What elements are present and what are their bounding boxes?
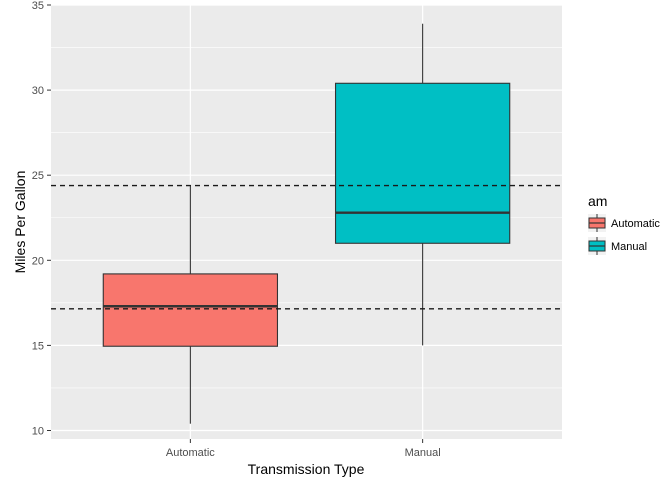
y-tick-label: 30: [32, 85, 44, 97]
y-tick-label: 15: [32, 340, 44, 352]
legend-label: Manual: [611, 241, 647, 253]
y-tick-label: 10: [32, 425, 44, 437]
boxes-layer: [102, 23, 511, 424]
legend-item-automatic: Automatic: [588, 214, 660, 232]
box-manual: [334, 82, 511, 244]
reference-lines: [51, 184, 562, 310]
y-axis: 10 15 20 25 30 35: [32, 0, 51, 437]
legend: am Automatic Manual: [588, 193, 660, 255]
x-tick-label: Manual: [405, 447, 441, 459]
x-axis: Automatic Manual: [166, 439, 441, 459]
y-tick-label: 25: [32, 170, 44, 182]
y-axis-title: Miles Per Gallon: [12, 171, 28, 274]
legend-title: am: [588, 193, 607, 209]
x-axis-title: Transmission Type: [248, 461, 365, 477]
y-tick-label: 20: [32, 255, 44, 267]
legend-label: Automatic: [611, 218, 660, 230]
y-tick-label: 35: [32, 0, 44, 12]
box-automatic: [102, 273, 279, 347]
legend-entries: Automatic Manual: [588, 214, 660, 255]
legend-item-manual: Manual: [588, 237, 647, 255]
x-tick-label: Automatic: [166, 447, 215, 459]
